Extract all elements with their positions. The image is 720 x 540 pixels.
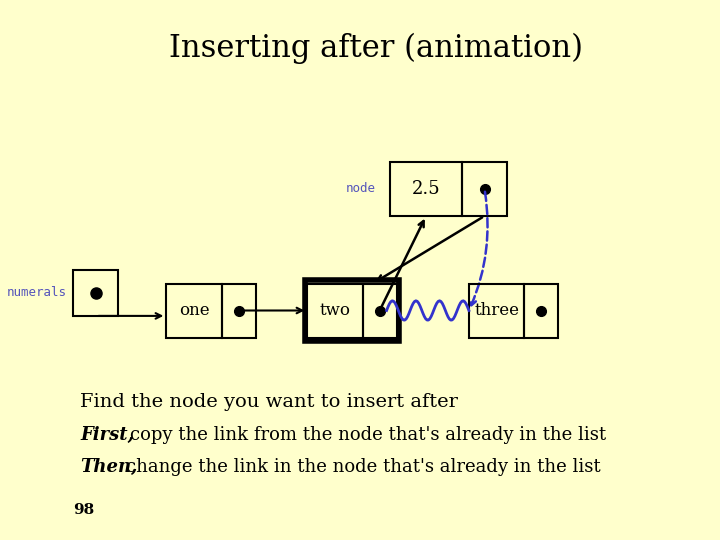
Text: change the link in the node that's already in the list: change the link in the node that's alrea…: [126, 458, 601, 476]
Text: First,: First,: [80, 426, 134, 444]
Text: 98: 98: [73, 503, 94, 517]
Text: 2.5: 2.5: [412, 180, 441, 198]
Text: Then,: Then,: [80, 458, 138, 476]
Text: one: one: [179, 302, 210, 319]
Text: two: two: [320, 302, 351, 319]
Text: three: three: [474, 302, 519, 319]
Text: Find the node you want to insert after: Find the node you want to insert after: [80, 393, 458, 411]
Text: node: node: [346, 183, 376, 195]
Text: Inserting after (animation): Inserting after (animation): [169, 33, 583, 64]
Text: copy the link from the node that's already in the list: copy the link from the node that's alrea…: [130, 426, 606, 444]
Text: numerals: numerals: [6, 286, 66, 300]
